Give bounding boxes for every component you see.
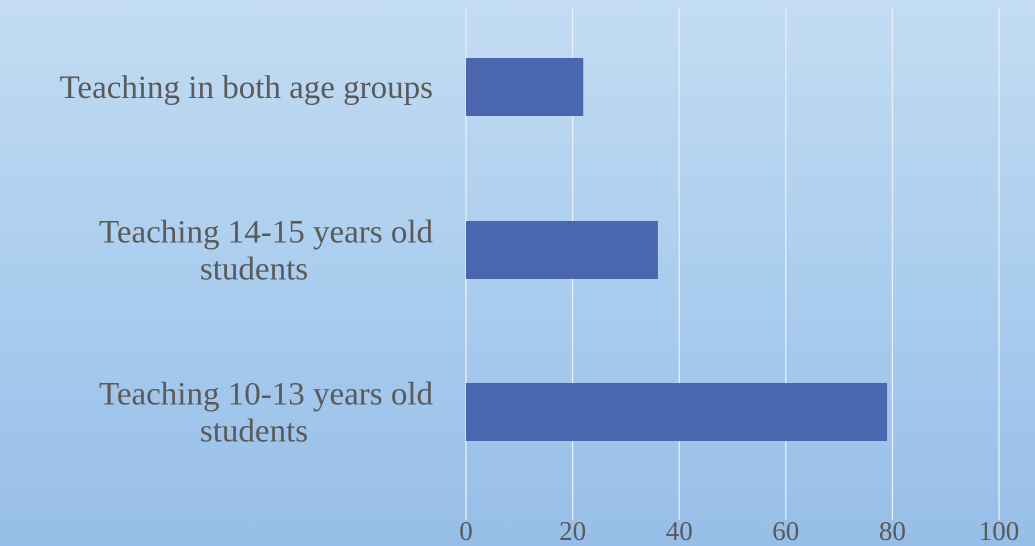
bar-3 [466,383,888,441]
x-tick-label-80: 80 [879,516,906,546]
bar-2 [466,221,658,279]
x-tick-label-0: 0 [459,516,473,546]
x-tick-label-20: 20 [559,516,586,546]
bar-1 [466,58,584,116]
category-label-line: Teaching 14-15 years old [99,215,433,251]
category-label-1: Teaching in both age groups [60,70,433,106]
category-label-line: Teaching 10-13 years old [99,377,433,413]
x-axis-tick-labels: 0 20 40 60 80 100 [459,516,1019,546]
x-tick-label-100: 100 [979,516,1020,546]
x-tick-label-60: 60 [772,516,799,546]
category-label-2: Teaching 14-15 years old students [99,215,433,288]
category-label-line: students [200,252,308,288]
category-label-3: Teaching 10-13 years old students [99,377,433,450]
category-label-line: students [200,414,308,450]
bars [466,58,888,441]
x-tick-label-40: 40 [666,516,693,546]
category-labels: Teaching in both age groups Teaching 14-1… [60,70,434,450]
